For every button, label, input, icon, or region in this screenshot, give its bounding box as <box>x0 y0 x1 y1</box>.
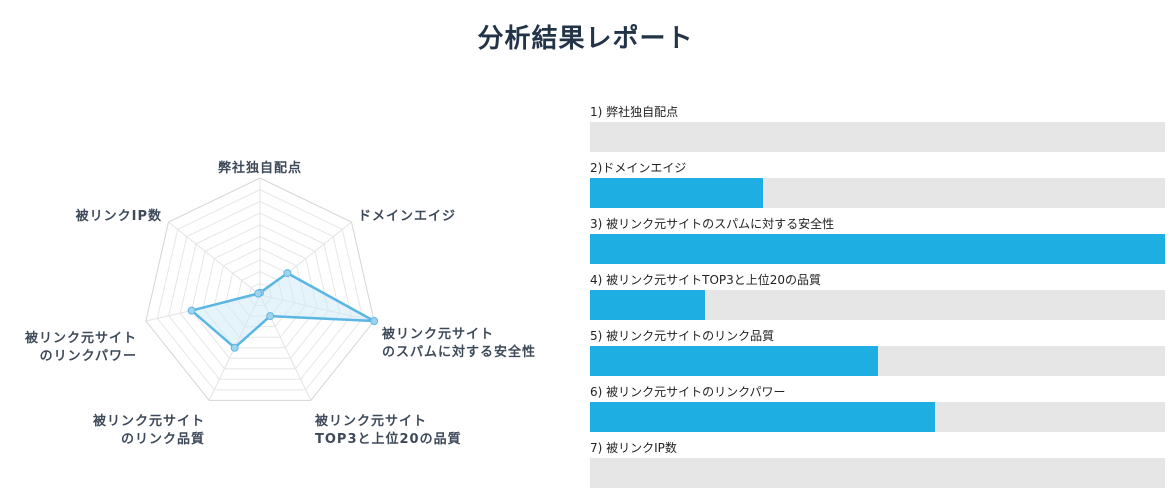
bar-fill <box>590 234 1165 264</box>
radar-labels: 弊社独自配点ドメインエイジ被リンク元サイトのスパムに対する安全性被リンク元サイト… <box>24 160 536 447</box>
radar-ring <box>213 247 307 338</box>
bar-item: 6) 被リンク元サイトのリンクパワー <box>590 382 1165 438</box>
radar-ring <box>191 224 329 359</box>
radar-ring <box>168 200 352 380</box>
radar-point <box>254 289 263 298</box>
bar-track <box>590 178 1165 208</box>
radar-ring <box>145 177 375 401</box>
bar-label: 7) 被リンクIP数 <box>590 441 677 455</box>
radar-point <box>230 343 239 352</box>
bar-chart: 1) 弊社独自配点 2)ドメインエイジ 3) 被リンク元サイトのスパムに対する安全性… <box>590 102 1165 494</box>
bar-fill <box>590 290 705 320</box>
bar-track <box>590 290 1165 320</box>
radar-ring <box>202 235 318 349</box>
bar-item: 7) 被リンクIP数 <box>590 438 1165 494</box>
bar-label: 5) 被リンク元サイトのリンク品質 <box>590 329 775 343</box>
radar-axis-label: 被リンク元サイトのスパムに対する安全性 <box>381 326 536 360</box>
bar-item: 5) 被リンク元サイトのリンク品質 <box>590 326 1165 382</box>
radar-point <box>187 306 196 315</box>
bar-track <box>590 234 1165 264</box>
bar-fill <box>590 346 878 376</box>
bar-label: 4) 被リンク元サイトTOP3と上位20の品質 <box>590 273 822 287</box>
page-title: 分析結果レポート <box>477 24 694 54</box>
bar-track <box>590 402 1165 432</box>
radar-point <box>283 269 292 278</box>
bar-label: 1) 弊社独自配点 <box>590 105 679 119</box>
radar-series <box>187 269 379 352</box>
bar-item: 2)ドメインエイジ <box>590 158 1165 214</box>
radar-axis-label: 被リンク元サイトのリンクパワー <box>24 330 137 364</box>
bar-fill <box>590 402 935 432</box>
bar-track <box>590 458 1165 488</box>
bar-item: 3) 被リンク元サイトのスパムに対する安全性 <box>590 214 1165 270</box>
radar-ring <box>156 189 364 391</box>
bar-label: 3) 被リンク元サイトのスパムに対する安全性 <box>590 217 835 231</box>
radar-axis-label: 被リンク元サイト TOP3と上位20の品質 <box>314 413 462 447</box>
radar-axis-label: 被リンクIP数 <box>75 208 162 224</box>
radar-chart: 弊社独自配点ドメインエイジ被リンク元サイトのスパムに対する安全性被リンク元サイト… <box>24 160 536 447</box>
radar-point <box>370 317 379 325</box>
radar-axis-label: 弊社独自配点 <box>218 160 302 176</box>
bar-track <box>590 346 1165 376</box>
bar-track <box>590 122 1165 152</box>
bar-item: 4) 被リンク元サイトTOP3と上位20の品質 <box>590 270 1165 326</box>
radar-spoke <box>168 221 261 296</box>
radar-area <box>190 271 376 349</box>
radar-axis-label: 被リンク元サイトのリンク品質 <box>92 413 205 447</box>
bar-label: 6) 被リンク元サイトのリンクパワー <box>590 385 786 399</box>
radar-ring <box>179 212 341 370</box>
bar-fill <box>590 178 763 208</box>
bar-label: 2)ドメインエイジ <box>590 161 687 175</box>
radar-point <box>266 312 275 321</box>
radar-axis-label: ドメインエイジ <box>358 209 456 224</box>
bar-item: 1) 弊社独自配点 <box>590 102 1165 158</box>
